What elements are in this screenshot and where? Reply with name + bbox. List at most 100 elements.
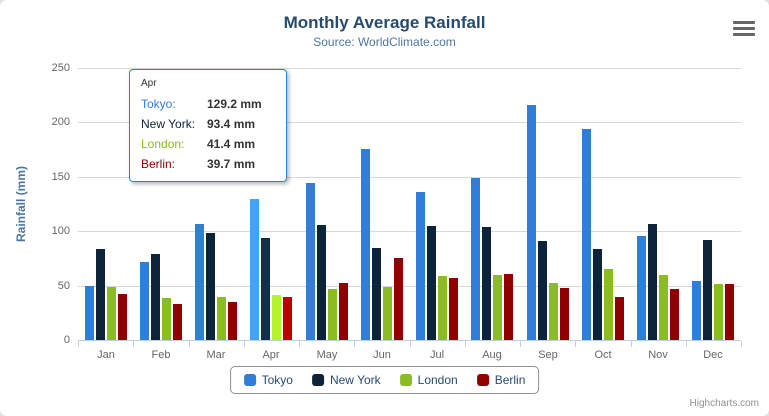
x-axis-tick <box>465 341 466 347</box>
x-axis-line <box>78 340 741 341</box>
bar-berlin-apr[interactable] <box>283 297 292 340</box>
x-axis-tick <box>686 341 687 347</box>
y-axis-label: 50 <box>57 280 70 292</box>
bar-berlin-sep[interactable] <box>560 288 569 340</box>
bar-london-feb[interactable] <box>162 298 171 340</box>
bar-new-york-may[interactable] <box>317 225 326 340</box>
hamburger-menu-icon[interactable] <box>733 21 755 36</box>
x-axis-tick <box>244 341 245 347</box>
bar-berlin-feb[interactable] <box>173 304 182 340</box>
y-axis-label: 100 <box>51 225 70 237</box>
bar-london-oct[interactable] <box>604 269 613 340</box>
y-axis-label: 0 <box>63 334 70 346</box>
tooltip: Apr Tokyo: 129.2 mm New York: 93.4 mm London… <box>129 69 287 182</box>
tooltip-row-tokyo: Tokyo: 129.2 mm <box>141 94 275 114</box>
bar-new-york-feb[interactable] <box>151 254 160 340</box>
bar-tokyo-jan[interactable] <box>85 286 94 340</box>
bar-tokyo-nov[interactable] <box>637 236 646 340</box>
bar-new-york-aug[interactable] <box>482 227 491 340</box>
tooltip-category: Apr <box>141 78 157 89</box>
bar-tokyo-oct[interactable] <box>582 129 591 340</box>
tooltip-series-name: Berlin: <box>141 157 176 171</box>
gridline <box>78 122 741 123</box>
bar-new-york-jul[interactable] <box>427 226 436 340</box>
bar-london-jul[interactable] <box>438 276 447 340</box>
x-axis-tick <box>410 341 411 347</box>
legend-label-tokyo: Tokyo <box>261 373 293 387</box>
legend-symbol-berlin <box>476 374 489 386</box>
bar-london-aug[interactable] <box>493 275 502 340</box>
x-axis-label-sep: Sep <box>538 349 558 361</box>
legend-item-tokyo[interactable]: Tokyo <box>243 373 293 387</box>
tooltip-row-new-york: New York: 93.4 mm <box>141 114 275 134</box>
tooltip-series-value: 39.7 mm <box>207 157 256 171</box>
bar-berlin-oct[interactable] <box>615 297 624 340</box>
x-axis-tick <box>631 341 632 347</box>
bar-berlin-jun[interactable] <box>394 258 403 340</box>
bar-london-may[interactable] <box>328 289 337 340</box>
bar-new-york-jun[interactable] <box>372 248 381 340</box>
menu-line <box>733 33 755 36</box>
bar-tokyo-aug[interactable] <box>471 178 480 340</box>
tooltip-series-value: 129.2 mm <box>207 97 262 111</box>
legend-label-berlin: Berlin <box>494 373 526 387</box>
bar-london-sep[interactable] <box>549 283 558 340</box>
bar-berlin-may[interactable] <box>339 283 348 340</box>
x-axis-label-oct: Oct <box>594 349 612 361</box>
x-axis-tick <box>741 341 742 347</box>
legend-item-berlin[interactable]: Berlin <box>476 373 526 387</box>
tooltip-series-name: London: <box>141 137 185 151</box>
chart-title: Monthly Average Rainfall <box>283 13 486 32</box>
gridline <box>78 177 741 178</box>
bar-london-apr[interactable] <box>272 295 281 340</box>
bar-new-york-mar[interactable] <box>206 233 215 340</box>
bar-tokyo-jun[interactable] <box>361 149 370 340</box>
bar-tokyo-mar[interactable] <box>195 224 204 340</box>
bar-new-york-sep[interactable] <box>538 241 547 340</box>
bar-new-york-apr[interactable] <box>261 238 270 340</box>
chart-subtitle: Source: WorldClimate.com <box>313 35 456 49</box>
bar-berlin-jan[interactable] <box>118 294 127 340</box>
menu-line <box>733 21 755 24</box>
bar-berlin-dec[interactable] <box>725 284 734 340</box>
x-axis-tick <box>189 341 190 347</box>
bar-new-york-nov[interactable] <box>648 224 657 340</box>
bar-tokyo-jul[interactable] <box>416 192 425 340</box>
gridline <box>78 68 741 69</box>
bar-berlin-jul[interactable] <box>449 278 458 340</box>
legend-symbol-tokyo <box>243 374 256 386</box>
tooltip-series-value: 93.4 mm <box>207 117 256 131</box>
y-axis-label: 250 <box>51 62 70 74</box>
bar-berlin-aug[interactable] <box>504 274 513 340</box>
legend-item-london[interactable]: London <box>399 373 458 387</box>
legend-symbol-new-york <box>311 374 324 386</box>
bar-berlin-mar[interactable] <box>228 302 237 340</box>
bar-london-dec[interactable] <box>714 284 723 340</box>
bar-new-york-dec[interactable] <box>703 240 712 340</box>
x-axis-label-jun: Jun <box>373 349 391 361</box>
bar-london-mar[interactable] <box>217 297 226 340</box>
credits-link[interactable]: Highcharts.com <box>689 398 759 409</box>
x-axis-tick <box>299 341 300 347</box>
menu-line <box>733 27 755 30</box>
tooltip-series-name: Tokyo: <box>141 97 176 111</box>
bar-london-nov[interactable] <box>659 275 668 340</box>
legend: Tokyo New York London Berlin <box>229 366 540 394</box>
bar-tokyo-apr[interactable] <box>250 199 259 340</box>
tooltip-row-london: London: 41.4 mm <box>141 134 275 154</box>
bar-new-york-jan[interactable] <box>96 249 105 340</box>
bar-tokyo-feb[interactable] <box>140 262 149 340</box>
bar-tokyo-sep[interactable] <box>527 105 536 340</box>
tooltip-rows: Tokyo: 129.2 mm New York: 93.4 mm London: 41.… <box>141 94 275 174</box>
bar-berlin-nov[interactable] <box>670 289 679 340</box>
bar-london-jan[interactable] <box>107 287 116 340</box>
bar-new-york-oct[interactable] <box>593 249 602 340</box>
tooltip-series-name: New York: <box>141 117 196 131</box>
legend-item-new-york[interactable]: New York <box>311 373 381 387</box>
bar-tokyo-may[interactable] <box>306 183 315 340</box>
bar-london-jun[interactable] <box>383 287 392 340</box>
x-axis-tick <box>78 341 79 347</box>
bar-tokyo-dec[interactable] <box>692 281 701 340</box>
